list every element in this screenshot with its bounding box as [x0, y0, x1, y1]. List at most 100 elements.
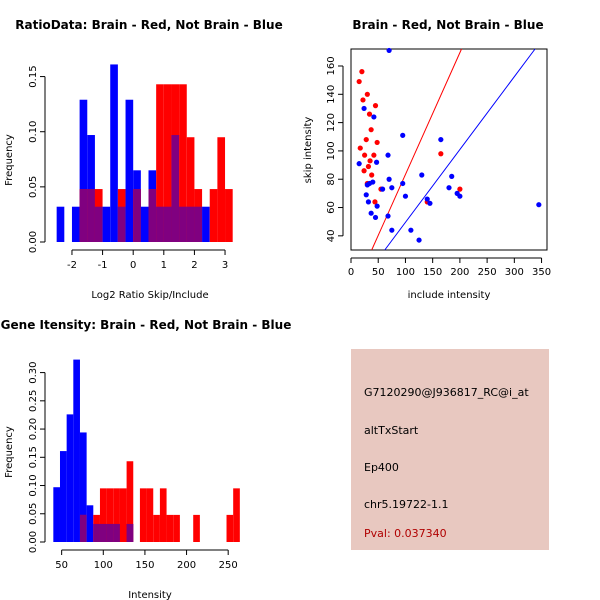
ratio-histogram-bar-not-brain	[110, 64, 118, 242]
ratio-histogram-bar-brain	[217, 137, 226, 242]
intensity-histogram-bar-brain	[126, 461, 134, 542]
intensity-histogram-bar-brain	[106, 488, 114, 542]
intensity-histogram-ylabel: Frequency	[4, 426, 15, 478]
ratio-histogram-x-tick-label: 2	[191, 260, 197, 271]
intensity-histogram-bar-overlap	[93, 523, 100, 542]
info-panel-background	[351, 349, 549, 550]
scatter-y-tick-label: 40	[326, 229, 337, 242]
scatter-point-not-brain	[424, 196, 430, 202]
scatter-xlabel: include intensity	[408, 290, 491, 301]
ratio-histogram-bar-overlap	[87, 189, 95, 242]
scatter-point-not-brain	[438, 136, 444, 143]
scatter-frame	[350, 48, 548, 251]
scatter-point-not-brain	[373, 159, 380, 165]
intensity-histogram-x-tick-label: 100	[94, 560, 113, 571]
ratio-histogram-bar-overlap	[133, 189, 141, 242]
gene-name: Ep400	[364, 461, 399, 474]
scatter-y-tick-label: 160	[326, 56, 337, 75]
scatter-point-brain	[369, 172, 375, 178]
ratio-histogram-x-tick-label: -1	[98, 260, 108, 271]
scatter-point-brain	[356, 78, 362, 85]
intensity-histogram-y-tick-label: 0.15	[28, 446, 39, 468]
intensity-histogram-bar-brain	[139, 488, 147, 542]
ratio-histogram-bar-brain	[163, 84, 172, 242]
intensity-histogram-bar-overlap	[126, 523, 134, 542]
scatter-x-tick-label: 350	[532, 267, 551, 278]
scatter-point-not-brain	[386, 176, 392, 182]
ratio-histogram-bar-not-brain	[71, 206, 80, 242]
intensity-histogram-bar-not-brain	[73, 359, 80, 542]
scatter-point-not-brain	[389, 185, 395, 191]
ratio-histogram-bar-overlap	[163, 206, 172, 242]
scatter-point-brain	[374, 139, 380, 146]
intensity-histogram-bar-brain	[146, 488, 154, 542]
intensity-histogram-bar-not-brain	[53, 487, 60, 542]
scatter-point-brain	[362, 152, 368, 158]
scatter-point-brain	[367, 158, 373, 164]
intensity-histogram-bar-not-brain	[79, 432, 87, 542]
ratio-histogram-bar-overlap	[94, 206, 103, 242]
scatter-point-brain	[361, 168, 367, 174]
ratio-histogram-bar-overlap	[148, 189, 157, 242]
intensity-histogram-bar-brain	[173, 514, 180, 542]
intensity-histogram-y-tick-label: 0.05	[28, 503, 39, 525]
ratio-histogram-x-tick-label: 1	[161, 260, 167, 271]
intensity-histogram-x-tick-label: 250	[219, 560, 238, 571]
probe-id: G7120290@J936817_RC@i_at	[364, 386, 529, 399]
scatter-point-not-brain	[427, 200, 433, 206]
ratio-histogram-bar-brain	[179, 84, 187, 242]
ratio-histogram-bar-not-brain	[140, 206, 149, 242]
scatter-blue-line	[384, 48, 536, 251]
scatter-point-not-brain	[365, 199, 372, 205]
intensity-histogram-bar-brain	[226, 514, 234, 542]
ratio-histogram: RatioData: Brain - Red, Not Brain - Blue…	[4, 18, 283, 301]
scatter-point-not-brain	[356, 161, 362, 167]
ratio-histogram-bar-overlap	[179, 206, 187, 242]
intensity-histogram-y-tick-label: 0.00	[28, 531, 39, 553]
ratio-histogram-ylabel: Frequency	[4, 134, 15, 186]
intensity-histogram-y-tick-label: 0.20	[28, 418, 39, 440]
ratio-histogram-x-tick-label: -2	[67, 260, 77, 271]
scatter-point-not-brain	[385, 152, 391, 158]
ratio-histogram-bar-not-brain	[202, 206, 210, 242]
scatter-point-brain	[366, 111, 373, 117]
scatter-y-tick-label: 120	[326, 113, 337, 132]
ratio-histogram-bar-not-brain	[79, 99, 88, 242]
ratio-histogram-x-tick-label: 3	[222, 260, 228, 271]
intensity-histogram-bar-brain	[233, 488, 240, 542]
intensity-histogram-bar-not-brain	[86, 505, 94, 542]
ratio-histogram-bar-not-brain	[125, 99, 134, 242]
intensity-histogram-bar-overlap	[113, 523, 120, 542]
ratio-histogram-title: RatioData: Brain - Red, Not Brain - Blue	[15, 18, 282, 32]
scatter-x-tick-label: 200	[450, 267, 469, 278]
ratio-histogram-x-tick-label: 0	[130, 260, 136, 271]
scatter-point-brain	[371, 152, 377, 158]
intensity-histogram-x-tick-label: 200	[177, 560, 196, 571]
event-type: altTxStart	[364, 424, 419, 437]
scatter-point-not-brain	[379, 186, 386, 192]
intensity-histogram: Gene Itensity: Brain - Red, Not Brain - …	[1, 318, 292, 600]
ratio-histogram-bar-overlap	[79, 189, 88, 242]
scatter-x-tick-label: 300	[505, 267, 524, 278]
scatter-point-not-brain	[370, 179, 376, 185]
scatter-x-tick-label: 100	[396, 267, 415, 278]
intensity-histogram-bar-brain	[113, 488, 120, 542]
ratio-histogram-bar-overlap	[117, 206, 126, 242]
scatter-point-brain	[438, 151, 444, 157]
scatter-point-brain	[368, 127, 374, 133]
intensity-histogram-title: Gene Itensity: Brain - Red, Not Brain - …	[1, 318, 292, 332]
intensity-histogram-y-tick-label: 0.25	[28, 390, 39, 412]
scatter-point-not-brain	[389, 227, 395, 233]
scatter-point-not-brain	[372, 214, 379, 221]
intensity-histogram-xlabel: Intensity	[128, 590, 172, 600]
scatter-point-brain	[360, 97, 366, 103]
scatter-point-not-brain	[449, 173, 455, 179]
ratio-histogram-bar-not-brain	[56, 206, 65, 242]
intensity-histogram-bar-brain	[193, 514, 200, 542]
scatter-point-brain	[365, 163, 372, 170]
info-panel: G7120290@J936817_RC@i_at altTxStart Ep40…	[351, 349, 549, 550]
intensity-histogram-x-tick-label: 150	[135, 560, 154, 571]
genomic-location: chr5.19722-1.1	[364, 498, 449, 511]
intensity-scatter: Brain - Red, Not Brain - Blue 0 50 100 150 2…	[303, 18, 551, 301]
scatter-point-not-brain	[385, 213, 391, 219]
